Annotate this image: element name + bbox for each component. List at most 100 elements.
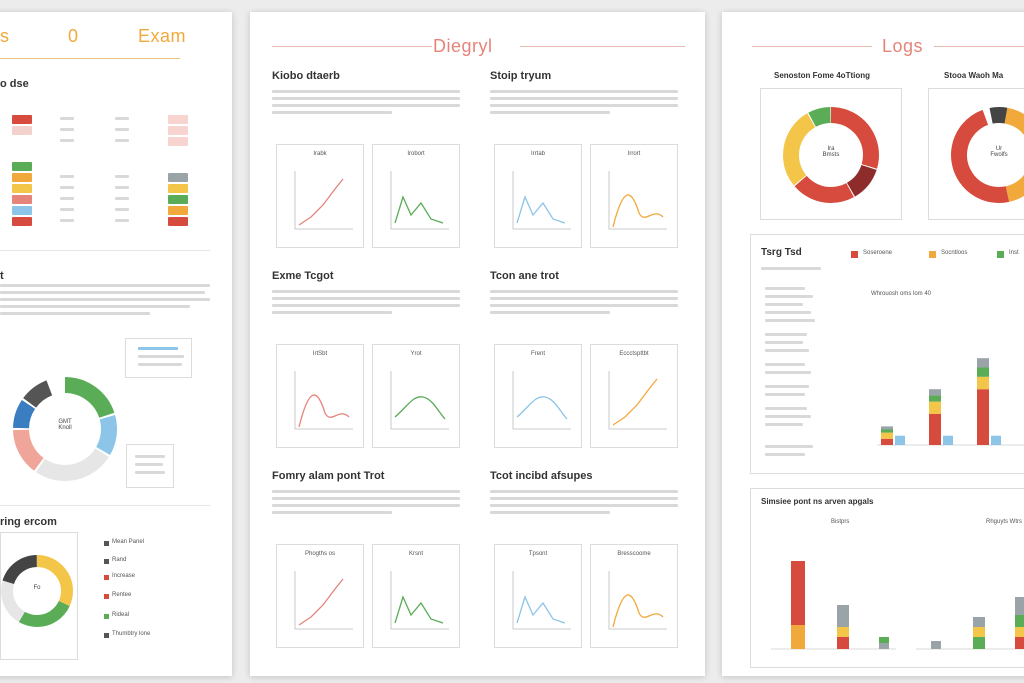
donut-center-label: GMT Knoll: [58, 419, 72, 431]
donut-segment: [13, 377, 117, 481]
legend-dot: [104, 633, 109, 638]
mini-chart-card: Irobort: [372, 144, 460, 248]
section-title: Fomry alam pont Trot: [272, 470, 385, 482]
bottom-chart-card: Simsiee pont ns arven apgals Bistprs Rhg…: [750, 488, 1024, 668]
series-line: [612, 378, 658, 426]
page-title: Diegryl: [433, 36, 493, 56]
legend-swatch: [929, 251, 936, 258]
bottom-title: Simsiee pont ns arven apgals: [761, 497, 874, 506]
series-line: [516, 195, 566, 224]
mini-chart-title: Yrot: [410, 351, 422, 357]
mini-chart-card: Frent: [494, 344, 582, 448]
mini-chart-title: Tpsont: [528, 551, 548, 557]
stack-bar-segment: [977, 358, 989, 368]
stack-bar-segment: [977, 367, 989, 377]
stack-bar-segment: [977, 389, 989, 445]
status-pill: [168, 173, 188, 182]
mini-chart-title: Eccctspttbt: [619, 351, 649, 357]
mini-chart-card: Bresscoome: [590, 544, 678, 648]
stack-bar-segment: [881, 426, 893, 430]
bottom-sub2: Rhguyts Wtrs: [986, 519, 1023, 525]
page-right: Logs Senoston Fome 4oTtiong Stooa Waoh M…: [722, 12, 1024, 676]
mini-chart-card: Yrot: [372, 344, 460, 448]
donut1-card: Ira Bmsts: [760, 88, 902, 220]
donut1-title: Senoston Fome 4oTtiong: [774, 71, 870, 80]
bar: [791, 625, 805, 649]
donut-segment: [951, 107, 1024, 203]
divider: [0, 505, 210, 506]
stack-bar-segment: [881, 438, 893, 445]
mini-chart-title: Phogths os: [304, 551, 336, 557]
status-pill: [12, 126, 32, 135]
mini-chart-title: Krsnt: [408, 551, 423, 557]
title-rule-right: [934, 46, 1024, 47]
bar: [1015, 637, 1024, 649]
donut-slice: [783, 107, 879, 203]
legend-item: Rand: [112, 557, 127, 563]
bar: [1015, 615, 1024, 627]
mini-chart: [390, 171, 449, 230]
series-line: [298, 394, 350, 428]
donut-segment: [13, 377, 117, 481]
donut2-card: Ur Fwolfs: [928, 88, 1024, 220]
stack-title: Tsrg Tsd: [761, 247, 802, 258]
stack-bar-segment: [929, 389, 941, 396]
bar: [1015, 597, 1024, 615]
status-pill: [168, 217, 188, 226]
page-middle: Diegryl Kiobo dtaerb Irabk Irobort Stoip tr…: [250, 12, 705, 676]
stacked-bar-chart: [877, 358, 1024, 446]
stack-chart-title: Whrouosh oms lom 40: [871, 291, 932, 297]
mini-chart-title: Irrtab: [530, 151, 545, 157]
donut1-center: Ira Bmsts: [822, 146, 840, 158]
mini-chart-card: Irabk: [276, 144, 364, 248]
status-pill: [168, 137, 188, 146]
mini-chart-title: Bresscoome: [617, 551, 651, 557]
bar: [931, 641, 941, 649]
mini-chart: [294, 171, 353, 230]
callout-box: [126, 444, 174, 488]
series-line: [516, 396, 568, 420]
donut-slice: [783, 107, 879, 203]
side-bar: [895, 435, 905, 445]
series-line: [612, 594, 664, 628]
stack-bar-segment: [929, 401, 941, 414]
section-title-mid: t: [0, 270, 4, 282]
mini-chart: [512, 371, 571, 430]
bottom-right-bars: [916, 597, 1024, 650]
section-title: Stoip tryum: [490, 70, 552, 82]
mini-chart: [512, 171, 571, 230]
legend-dot: [104, 614, 109, 619]
mini-chart: [390, 571, 449, 630]
bar: [973, 627, 985, 637]
section-title-bottom: ring ercom: [0, 516, 57, 528]
status-pill: [12, 206, 32, 215]
section-title-top: o dse: [0, 78, 29, 90]
mini-chart-card: Irrort: [590, 144, 678, 248]
donut2-chart: [951, 107, 1024, 203]
bottom-left-bars: [771, 561, 896, 650]
series-line: [394, 195, 444, 224]
bottom-sub1: Bistprs: [831, 519, 850, 525]
donut-slice: [783, 107, 879, 203]
legend-swatch: [851, 251, 858, 258]
stack-bar-segment: [977, 376, 989, 390]
page-title: Logs: [882, 36, 924, 56]
donut-segment: [951, 107, 1024, 203]
donut-card: Fo: [0, 532, 78, 660]
status-pill: [168, 126, 188, 135]
stack-bar-segment: [881, 432, 893, 439]
divider: [0, 250, 210, 251]
stack-bar-segment: [929, 414, 941, 445]
bottom-donut-center: Fo: [33, 585, 41, 591]
header-b: 0: [68, 26, 79, 46]
bar: [837, 627, 849, 637]
bar: [973, 637, 985, 649]
stack-card: Tsrg Tsd Soseroene Socntloos Inst Whrouo…: [750, 234, 1024, 474]
status-pill: [168, 195, 188, 204]
legend-label: Inst: [1009, 250, 1019, 256]
donut2-title: Stooa Waoh Ma: [944, 71, 1004, 80]
donut-segment: [1, 555, 73, 627]
series-line: [394, 396, 446, 420]
legend-item: Thumbtry lone: [112, 631, 151, 637]
donut2-center: Ur Fwolfs: [990, 146, 1008, 158]
